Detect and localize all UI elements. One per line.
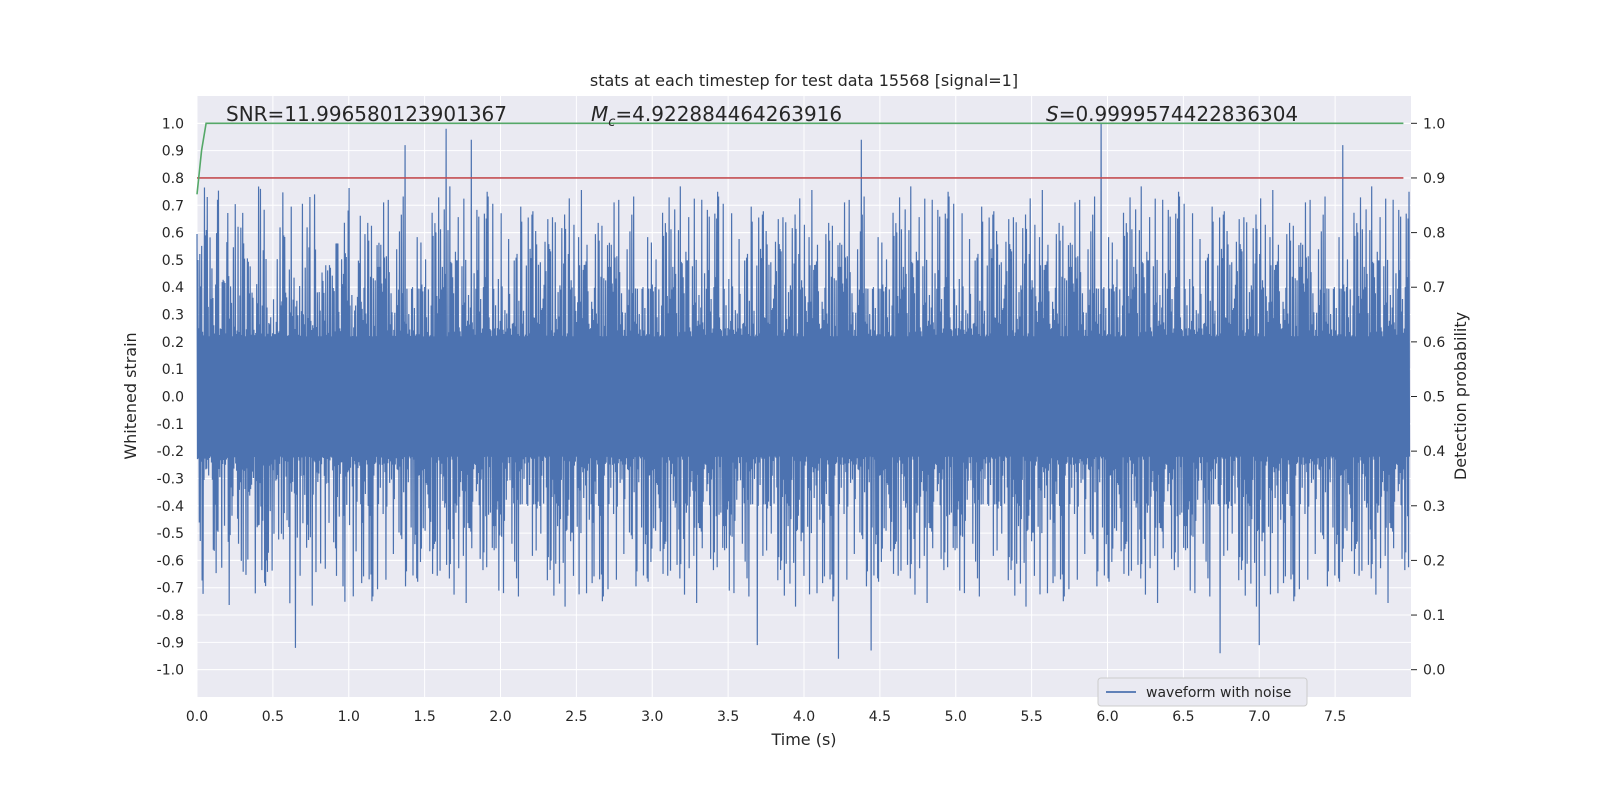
y2-tick-label: 0.0 (1423, 663, 1445, 679)
x-tick-label: 4.0 (793, 709, 815, 725)
y-tick-label: -0.5 (157, 526, 184, 542)
y2-axis-label: Detection probability (1451, 312, 1470, 480)
s-annotation: S=0.9999574422836304 (1046, 102, 1298, 126)
chart-title: stats at each timestep for test data 155… (590, 71, 1018, 90)
legend-box (1097, 677, 1308, 707)
y2-tick-label: 0.3 (1423, 499, 1445, 515)
y-tick-label: 0.9 (162, 144, 184, 160)
y-tick-label: -0.2 (157, 444, 184, 460)
y2-tick-labels: 1.0 0.9 0.8 0.7 0.6 0.5 0.4 0.3 0.2 0.1 0.0 (1411, 116, 1445, 679)
y-tick-label: 0.8 (162, 171, 184, 187)
mc-annotation: Mc=4.922884464263916 (591, 102, 842, 130)
x-tick-label: 3.5 (717, 709, 739, 725)
snr-annotation: SNR=11.996580123901367 (226, 102, 507, 126)
x-tick-label: 2.0 (489, 709, 511, 725)
y2-tick-label: 0.9 (1423, 171, 1445, 187)
x-tick-label: 5.5 (1020, 709, 1042, 725)
y-tick-label: -0.9 (157, 635, 184, 651)
y-tick-label: 1.0 (162, 116, 184, 132)
x-tick-label: 3.0 (641, 709, 663, 725)
x-tick-label: 7.0 (1248, 709, 1270, 725)
y-tick-label: 0.6 (162, 226, 184, 242)
x-tick-label: 4.5 (869, 709, 891, 725)
x-tick-label: 1.5 (413, 709, 435, 725)
y2-tick-label: 0.8 (1423, 226, 1445, 242)
probability-series (196, 122, 1404, 195)
x-tick-labels: 0.0 0.5 1.0 1.5 2.0 2.5 3.0 3.5 4.0 4.5 5.0 5.5 6.0 6… (186, 709, 1346, 725)
y-tick-label: 0.2 (162, 335, 184, 351)
waveform-series (196, 123, 1411, 659)
mc-value: =4.922884464263916 (615, 102, 842, 126)
y-tick-label: 0.0 (162, 390, 184, 406)
y-tick-label: 0.5 (162, 253, 184, 269)
y-tick-label: 0.7 (162, 198, 184, 214)
legend: waveform with noise (1097, 677, 1308, 707)
y2-tick-label: 0.7 (1423, 280, 1445, 296)
y-tick-labels: 1.0 0.9 0.8 0.7 0.6 0.5 0.4 0.3 0.2 0.1 0.0 -0.1 -0.… (157, 116, 184, 678)
y2-tick-label: 0.6 (1423, 335, 1445, 351)
x-tick-label: 7.5 (1324, 709, 1346, 725)
y-tick-label: -0.1 (157, 417, 184, 433)
y-tick-label: -0.3 (157, 471, 184, 487)
y-tick-label: 0.3 (162, 308, 184, 324)
detection-probability-line (196, 122, 1404, 195)
y-tick-label: -1.0 (157, 663, 184, 679)
y2-tick-label: 0.1 (1423, 608, 1445, 624)
x-tick-label: 0.5 (262, 709, 284, 725)
x-tick-label: 2.5 (565, 709, 587, 725)
waveform-line (196, 123, 1411, 659)
y2-tick-label: 0.5 (1423, 390, 1445, 406)
y2-tick-label: 0.2 (1423, 553, 1445, 569)
y-tick-label: -0.4 (157, 499, 184, 515)
y-tick-label: -0.6 (157, 553, 184, 569)
y-tick-label: -0.8 (157, 608, 184, 624)
x-tick-label: 5.0 (945, 709, 967, 725)
y2-tick-label: 0.4 (1423, 444, 1445, 460)
x-tick-label: 0.0 (186, 709, 208, 725)
x-tick-label: 6.5 (1172, 709, 1194, 725)
x-tick-label: 6.0 (1096, 709, 1118, 725)
x-tick-label: 1.0 (338, 709, 360, 725)
y-axis-label: Whitened strain (121, 332, 140, 459)
s-value: =0.9999574422836304 (1059, 102, 1298, 126)
y2-tick-label: 1.0 (1423, 116, 1445, 132)
mc-symbol: M (591, 102, 608, 126)
legend-label: waveform with noise (1146, 685, 1291, 701)
y-tick-label: 0.4 (162, 280, 184, 296)
mc-subscript: c (608, 115, 615, 130)
y-tick-label: -0.7 (157, 581, 184, 597)
s-symbol: S (1046, 102, 1059, 126)
y-tick-label: 0.1 (162, 362, 184, 378)
x-axis-label: Time (s) (770, 730, 836, 749)
